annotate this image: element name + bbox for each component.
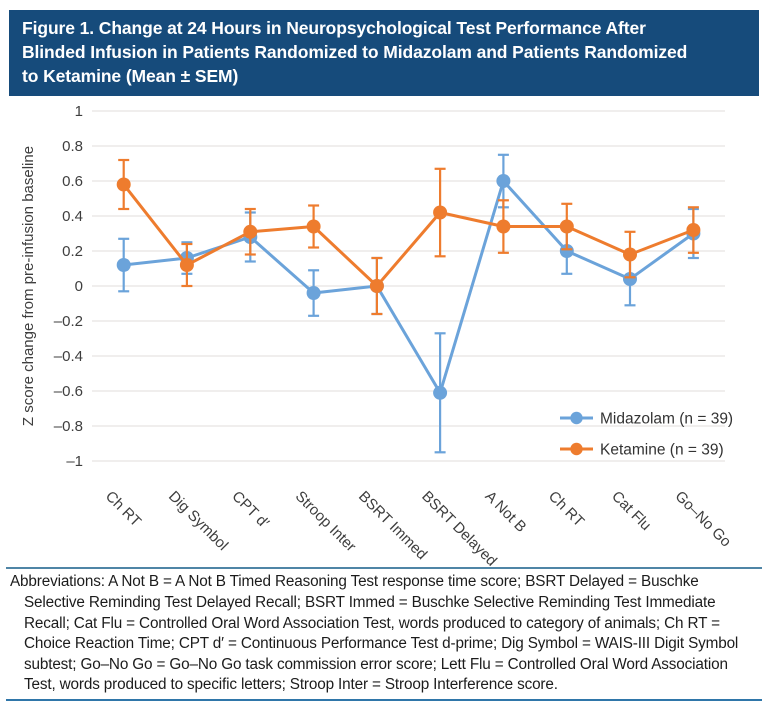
data-point-midazolam — [116, 258, 131, 273]
legend-marker-midazolam — [570, 412, 583, 425]
divider-rule-top — [6, 567, 762, 570]
x-tick-label: Cat Flu — [608, 488, 654, 534]
data-point-midazolam — [496, 174, 511, 189]
x-tick-label: Stroop Inter — [292, 488, 359, 555]
data-point-ketamine — [116, 177, 131, 192]
y-tick-label: 0 — [75, 278, 83, 295]
data-point-midazolam — [559, 244, 574, 259]
y-tick-label: –0.6 — [54, 383, 83, 400]
x-tick-label: CPT d′ — [228, 488, 272, 532]
x-tick-label: Ch RT — [545, 488, 587, 530]
data-point-ketamine — [686, 223, 701, 238]
y-tick-label: 1 — [75, 103, 83, 120]
y-tick-label: 0.6 — [62, 173, 83, 190]
x-tick-label: Go–No Go — [672, 488, 735, 551]
data-point-ketamine — [243, 225, 258, 240]
data-point-ketamine — [433, 205, 448, 220]
y-tick-label: 0.4 — [62, 208, 83, 225]
figure-title-line-1: Figure 1. Change at 24 Hours in Neuropsy… — [22, 18, 646, 38]
chart-area: 1 0.8 0.6 0.4 0.2 0 –0.2 –0.4 –0.6 –0.8 –1 Z score … — [0, 99, 768, 567]
data-point-midazolam — [433, 386, 448, 401]
x-tick-label: Dig Symbol — [165, 488, 231, 554]
data-point-ketamine — [559, 219, 574, 234]
data-point-ketamine — [306, 219, 321, 234]
figure-title-line-2: Blinded Infusion in Patients Randomized … — [22, 41, 688, 62]
y-tick-label: –0.8 — [54, 418, 83, 435]
figure-title-bar: Figure 1. Change at 24 Hours in Neuropsy… — [9, 10, 759, 97]
y-tick-label: 0.2 — [62, 243, 83, 260]
data-point-ketamine — [179, 258, 194, 273]
abbreviations-note: Abbreviations: A Not B = A Not B Timed R… — [10, 573, 739, 694]
chart-svg: 1 0.8 0.6 0.4 0.2 0 –0.2 –0.4 –0.6 –0.8 –1 Z score … — [20, 103, 735, 567]
y-tick-label: –0.2 — [54, 313, 83, 330]
legend-label-midazolam: Midazolam (n = 39) — [600, 411, 733, 428]
y-tick-label: –1 — [66, 453, 83, 470]
x-tick-label: Ch RT — [102, 488, 144, 530]
data-point-ketamine — [369, 279, 384, 294]
data-point-ketamine — [623, 247, 637, 262]
data-point-midazolam — [306, 286, 321, 301]
y-tick-label: –0.4 — [54, 348, 83, 365]
legend-label-ketamine: Ketamine (n = 39) — [600, 442, 724, 459]
legend-item-ketamine: Ketamine (n = 39) — [560, 442, 724, 459]
legend-marker-ketamine — [570, 443, 583, 456]
figure-title-line-3: to Ketamine (Mean ± SEM) — [22, 65, 239, 86]
data-point-midazolam — [623, 272, 637, 287]
y-tick-label: 0.8 — [62, 138, 83, 155]
data-point-ketamine — [496, 219, 511, 234]
y-axis-title: Z score change from pre-infusion baselin… — [20, 146, 37, 426]
divider-rule-bottom — [6, 698, 762, 701]
series-midazolam — [116, 154, 701, 454]
x-tick-label: A Not B — [482, 488, 530, 536]
legend-item-midazolam: Midazolam (n = 39) — [560, 411, 733, 428]
series-ketamine — [116, 159, 701, 316]
